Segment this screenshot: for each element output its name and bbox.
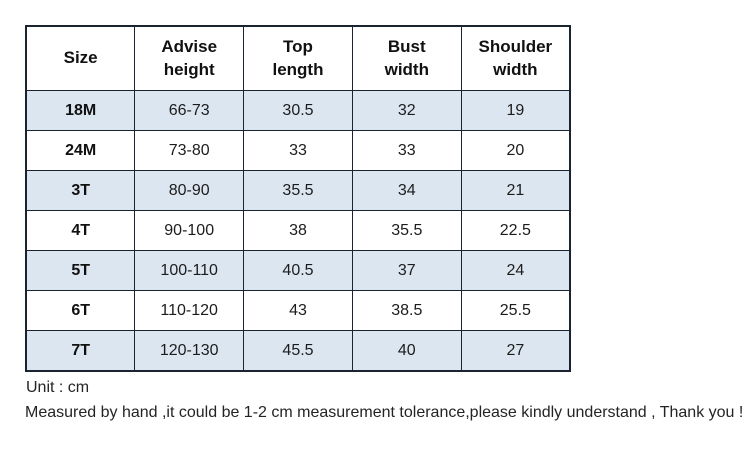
value-cell: 38.5 bbox=[351, 290, 462, 331]
value-cell: 40 bbox=[351, 330, 462, 372]
value-cell: 100-110 bbox=[134, 250, 245, 291]
value-cell: 32 bbox=[351, 90, 462, 131]
header-cell-shoulder-width: Shoulder width bbox=[460, 25, 571, 91]
table-header: Size Advise height Top length Bust width… bbox=[25, 25, 571, 91]
value-cell: 24 bbox=[460, 250, 571, 291]
header-cell-advise-height: Advise height bbox=[134, 25, 245, 91]
table-row-18m: 18M 66-73 30.5 32 19 bbox=[25, 90, 571, 131]
value-cell: 35.5 bbox=[351, 210, 462, 251]
size-cell: 7T bbox=[25, 330, 136, 372]
value-cell: 43 bbox=[243, 290, 353, 331]
table-body: 18M 66-73 30.5 32 19 24M 73-80 33 33 20 … bbox=[25, 90, 571, 372]
value-cell: 120-130 bbox=[134, 330, 245, 372]
value-cell: 90-100 bbox=[134, 210, 245, 251]
header-cell-top-length: Top length bbox=[243, 25, 353, 91]
size-cell: 4T bbox=[25, 210, 136, 251]
size-cell: 18M bbox=[25, 90, 136, 131]
value-cell: 27 bbox=[460, 330, 571, 372]
size-cell: 6T bbox=[25, 290, 136, 331]
table-row-7t: 7T 120-130 45.5 40 27 bbox=[25, 330, 571, 372]
value-cell: 33 bbox=[351, 130, 462, 171]
table-row-3t: 3T 80-90 35.5 34 21 bbox=[25, 170, 571, 211]
size-chart-table: Size Advise height Top length Bust width… bbox=[25, 25, 571, 372]
header-cell-bust-width: Bust width bbox=[351, 25, 462, 91]
value-cell: 110-120 bbox=[134, 290, 245, 331]
value-cell: 21 bbox=[460, 170, 571, 211]
size-cell: 24M bbox=[25, 130, 136, 171]
size-cell: 5T bbox=[25, 250, 136, 291]
header-row: Size Advise height Top length Bust width… bbox=[25, 25, 571, 91]
unit-note: Unit : cm bbox=[26, 379, 90, 396]
value-cell: 37 bbox=[351, 250, 462, 291]
header-cell-size: Size bbox=[25, 25, 136, 91]
value-cell: 80-90 bbox=[134, 170, 245, 211]
value-cell: 45.5 bbox=[243, 330, 353, 372]
value-cell: 22.5 bbox=[460, 210, 571, 251]
value-cell: 34 bbox=[351, 170, 462, 211]
table-row-6t: 6T 110-120 43 38.5 25.5 bbox=[25, 290, 571, 331]
value-cell: 66-73 bbox=[134, 90, 245, 131]
value-cell: 25.5 bbox=[460, 290, 571, 331]
measurement-disclaimer: Measured by hand ,it could be 1-2 cm mea… bbox=[25, 404, 744, 421]
value-cell: 30.5 bbox=[243, 90, 353, 131]
table-row-4t: 4T 90-100 38 35.5 22.5 bbox=[25, 210, 571, 251]
value-cell: 33 bbox=[243, 130, 353, 171]
table-row-24m: 24M 73-80 33 33 20 bbox=[25, 130, 571, 171]
value-cell: 19 bbox=[460, 90, 571, 131]
value-cell: 20 bbox=[460, 130, 571, 171]
value-cell: 73-80 bbox=[134, 130, 245, 171]
value-cell: 40.5 bbox=[243, 250, 353, 291]
value-cell: 35.5 bbox=[243, 170, 353, 211]
value-cell: 38 bbox=[243, 210, 353, 251]
size-cell: 3T bbox=[25, 170, 136, 211]
table-row-5t: 5T 100-110 40.5 37 24 bbox=[25, 250, 571, 291]
